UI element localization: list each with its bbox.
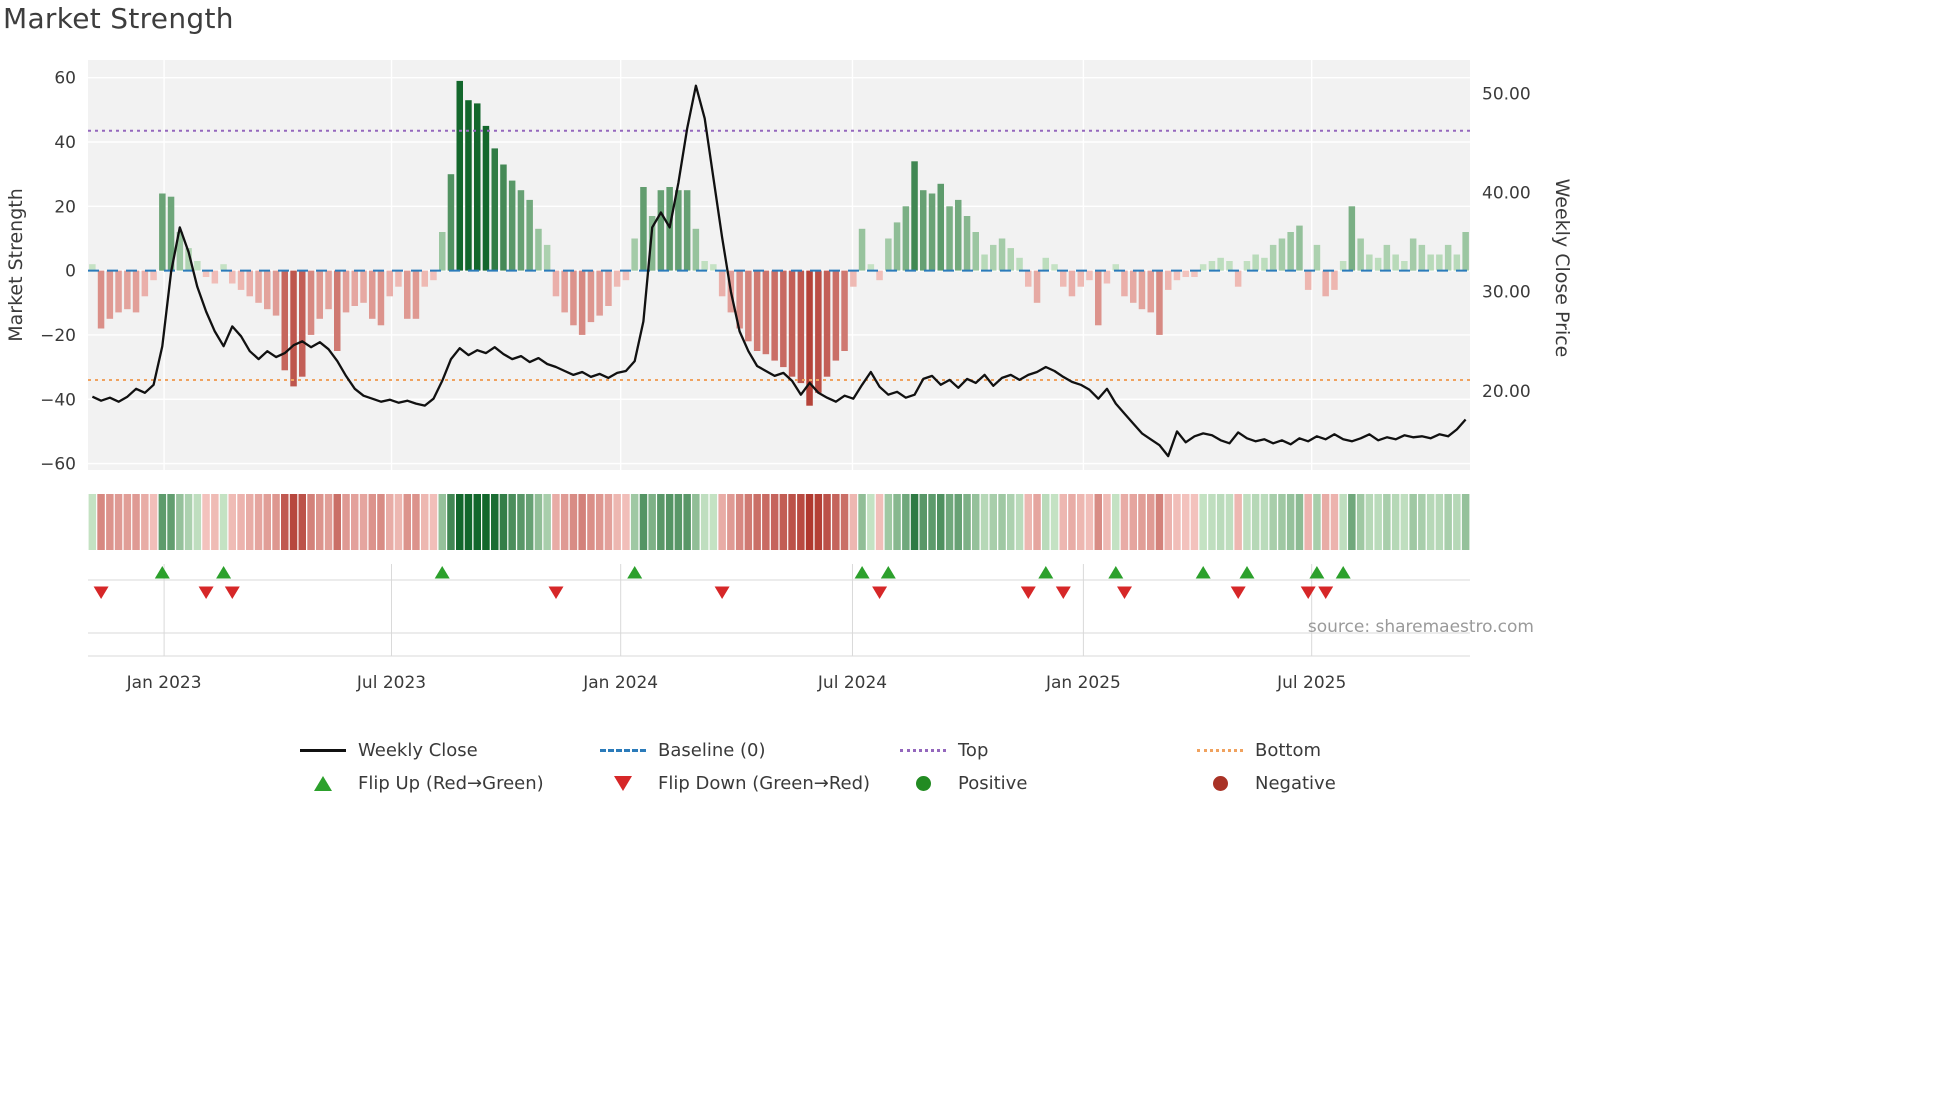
flip-down-marker xyxy=(1230,586,1246,599)
flip-up-marker xyxy=(1108,566,1124,579)
flip-up-marker xyxy=(880,566,896,579)
bottom-dotted-line-icon xyxy=(1197,748,1243,752)
flip-down-marker xyxy=(1318,586,1334,599)
left-axis-title: Market Strength xyxy=(5,188,27,342)
legend-item-flip-down[interactable]: Flip Down (Green→Red) xyxy=(600,771,900,795)
source-text: source: sharemaestro.com xyxy=(1308,617,1534,637)
x-tick-label: Jan 2023 xyxy=(126,673,202,693)
flip-marker-panel xyxy=(88,564,1470,657)
right-tick-label: 50.00 xyxy=(1482,85,1531,105)
flip-down-marker xyxy=(548,586,564,599)
axis-labels: 60 40 20 0 −20 −40 −60 50.00 40.00 30.00 20.00 Jan … xyxy=(5,69,1573,693)
legend-item-top[interactable]: Top xyxy=(900,738,1197,762)
flip-up-marker xyxy=(216,566,232,579)
chart-title: Market Strength xyxy=(3,2,234,35)
flip-down-marker xyxy=(1117,586,1132,599)
flip-down-marker xyxy=(93,586,109,599)
weekly-close-line xyxy=(91,84,1467,458)
flip-up-marker xyxy=(1309,566,1325,579)
legend: Weekly Close Baseline (0) Top Bottom Fli… xyxy=(300,738,1336,795)
flip-down-marker xyxy=(714,586,730,599)
legend-label-positive: Positive xyxy=(958,772,1028,794)
right-tick-label: 20.00 xyxy=(1482,382,1531,402)
legend-label-negative: Negative xyxy=(1255,772,1336,794)
legend-item-bottom[interactable]: Bottom xyxy=(1197,738,1336,762)
market-strength-chart: 60 40 20 0 −20 −40 −60 50.00 40.00 30.00 20.00 Jan … xyxy=(5,60,1573,693)
x-tick-label: Jul 2023 xyxy=(356,673,426,693)
top-dotted-line-icon xyxy=(900,748,946,752)
flip-down-triangle-icon xyxy=(614,775,632,791)
strength-bars xyxy=(89,80,1469,406)
flip-down-marker xyxy=(224,586,240,599)
right-axis-title: Weekly Close Price xyxy=(1551,179,1573,358)
legend-label-flip-up: Flip Up (Red→Green) xyxy=(358,772,544,794)
legend-label-top: Top xyxy=(958,739,989,761)
right-tick-label: 40.00 xyxy=(1482,184,1531,204)
legend-label-baseline: Baseline (0) xyxy=(658,739,766,761)
legend-item-flip-up[interactable]: Flip Up (Red→Green) xyxy=(300,771,600,795)
x-tick-label: Jul 2025 xyxy=(1276,673,1346,693)
legend-label-bottom: Bottom xyxy=(1255,739,1322,761)
left-tick-label: 40 xyxy=(54,133,76,153)
flip-up-marker xyxy=(434,566,450,579)
baseline-dash-icon xyxy=(600,748,646,752)
strength-heatmap xyxy=(88,494,1470,550)
x-tick-label: Jul 2024 xyxy=(817,673,887,693)
negative-dot-icon xyxy=(1212,775,1228,791)
x-tick-label: Jan 2025 xyxy=(1045,673,1121,693)
flip-up-marker xyxy=(627,566,643,579)
left-tick-label: 0 xyxy=(65,262,76,282)
x-tick-label: Jan 2024 xyxy=(582,673,658,693)
flip-up-marker xyxy=(1195,566,1211,579)
legend-item-positive[interactable]: Positive xyxy=(900,771,1197,795)
flip-down-marker xyxy=(198,586,214,599)
left-tick-label: −40 xyxy=(40,390,76,410)
right-tick-label: 30.00 xyxy=(1482,283,1531,303)
flip-down-marker xyxy=(1300,586,1316,599)
legend-label-weekly-close: Weekly Close xyxy=(358,739,478,761)
flip-down-marker xyxy=(1055,586,1071,599)
flip-up-marker xyxy=(1038,566,1054,579)
flip-up-triangle-icon xyxy=(314,775,332,791)
flip-up-marker xyxy=(154,566,170,579)
weekly-close-line-icon xyxy=(300,748,346,752)
positive-dot-icon xyxy=(915,775,931,791)
flip-down-marker xyxy=(1020,586,1036,599)
left-tick-label: 20 xyxy=(54,197,76,217)
left-tick-label: −20 xyxy=(40,326,76,346)
flip-down-marker xyxy=(872,586,888,599)
flip-up-marker xyxy=(854,566,870,579)
legend-item-baseline[interactable]: Baseline (0) xyxy=(600,738,900,762)
flip-up-marker xyxy=(1239,566,1255,579)
legend-item-weekly-close[interactable]: Weekly Close xyxy=(300,738,600,762)
plot-area xyxy=(88,60,1470,470)
flip-up-marker xyxy=(1335,566,1351,579)
left-tick-label: −60 xyxy=(40,455,76,475)
legend-item-negative[interactable]: Negative xyxy=(1197,771,1336,795)
legend-label-flip-down: Flip Down (Green→Red) xyxy=(658,772,871,794)
left-tick-label: 60 xyxy=(54,69,76,89)
